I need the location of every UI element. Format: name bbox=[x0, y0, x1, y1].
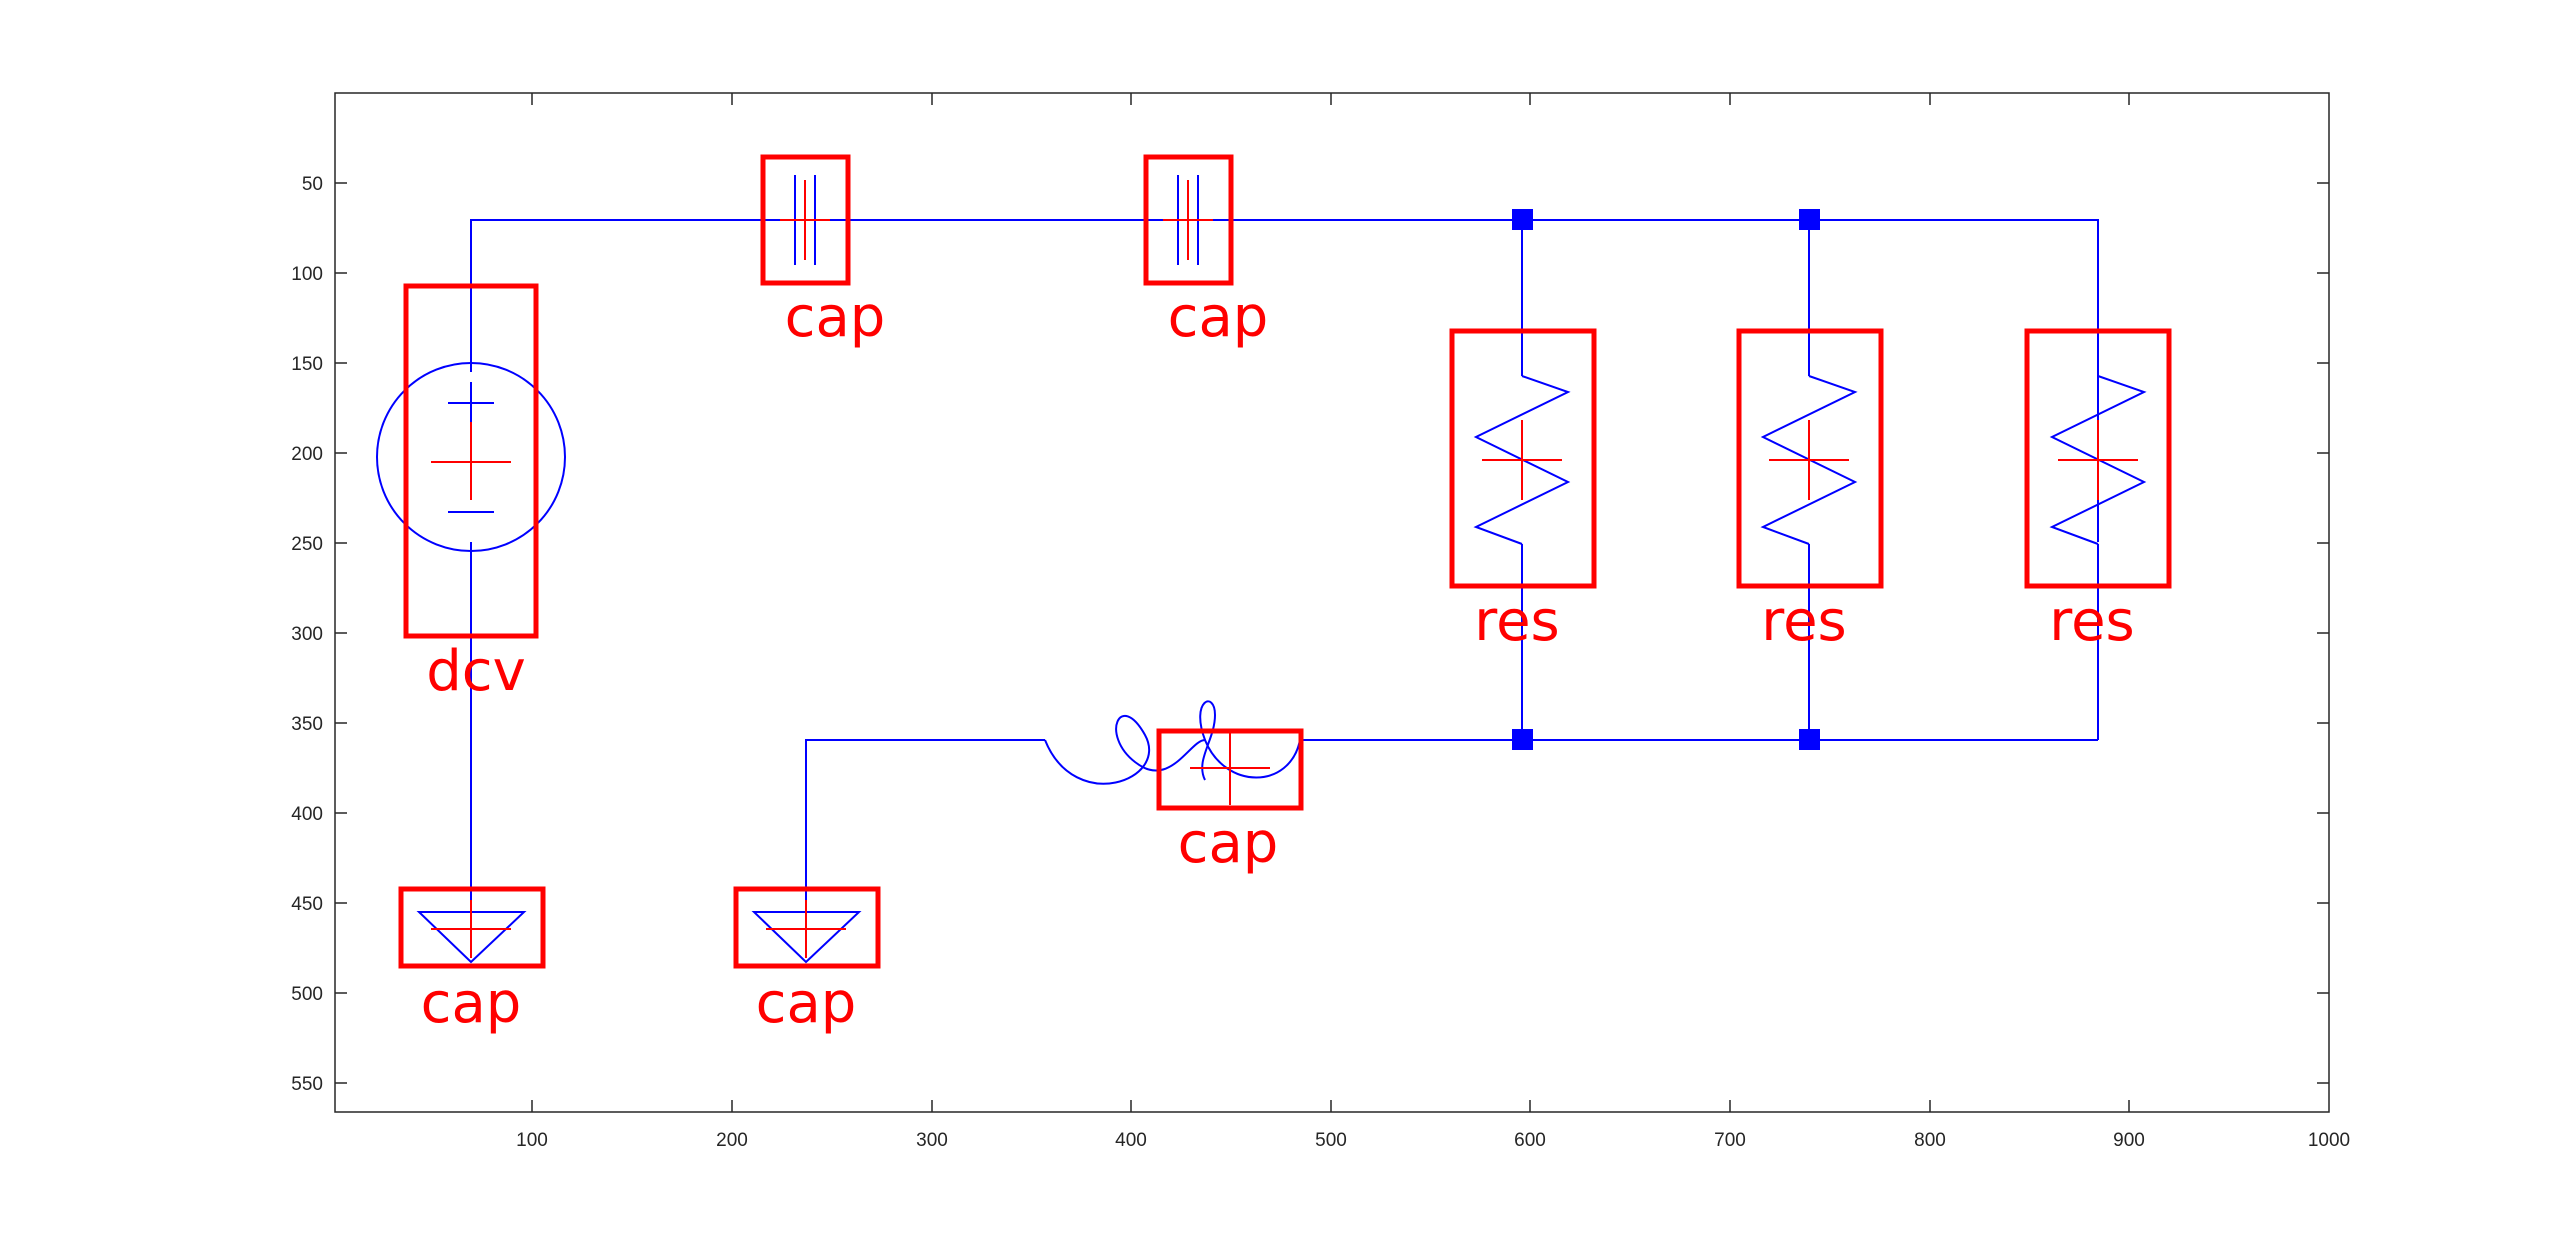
x-tick: 300 bbox=[916, 93, 948, 1151]
y-tick-label: 550 bbox=[291, 1074, 323, 1095]
component-label: cap bbox=[1178, 811, 1279, 876]
y-tick-label: 50 bbox=[302, 174, 323, 195]
resistor-3: res bbox=[2024, 328, 2172, 654]
resistor-bounding-box bbox=[2024, 328, 2172, 589]
inductor-coil-icon bbox=[1044, 714, 1301, 785]
y-tick: 300 bbox=[291, 624, 2329, 645]
junction-nodes bbox=[1512, 209, 1820, 750]
x-tick-label: 900 bbox=[2113, 1130, 2145, 1151]
inductor-loop-icon bbox=[1199, 700, 1217, 781]
top-wire bbox=[470, 219, 2099, 542]
y-tick: 150 bbox=[291, 354, 2329, 375]
x-tick-label: 400 bbox=[1115, 1130, 1147, 1151]
x-tick: 600 bbox=[1514, 93, 1546, 1151]
component-label: cap bbox=[756, 971, 857, 1036]
junction-node bbox=[1799, 729, 1820, 750]
x-tick-label: 300 bbox=[916, 1130, 948, 1151]
ground-2: cap bbox=[733, 886, 881, 1036]
x-tick: 500 bbox=[1315, 93, 1347, 1151]
ground-1: cap bbox=[398, 886, 546, 1036]
y-tick-label: 350 bbox=[291, 714, 323, 735]
component-label: cap bbox=[421, 971, 522, 1036]
y-axis-ticks: 50 100 150 200 250 300 350 400 450 500 5… bbox=[291, 174, 2329, 1095]
x-tick: 200 bbox=[716, 93, 748, 1151]
inductor-left-wire bbox=[805, 739, 1045, 912]
y-tick: 250 bbox=[291, 534, 2329, 555]
x-tick-label: 500 bbox=[1315, 1130, 1347, 1151]
dcv-circle bbox=[376, 362, 566, 552]
x-tick-label: 200 bbox=[716, 1130, 748, 1151]
capacitor-bounding-box bbox=[760, 154, 851, 286]
component-label: dcv bbox=[426, 639, 525, 704]
component-label: res bbox=[1761, 589, 1846, 654]
dc-voltage-source: dcv bbox=[376, 283, 566, 704]
y-tick: 450 bbox=[291, 894, 2329, 915]
x-tick: 800 bbox=[1914, 93, 1946, 1151]
y-tick-label: 450 bbox=[291, 894, 323, 915]
junction-node bbox=[1799, 209, 1820, 230]
capacitor-bounding-box bbox=[1143, 154, 1234, 286]
component-label: res bbox=[2049, 589, 2134, 654]
x-tick: 1000 bbox=[2308, 1130, 2350, 1151]
ground-bounding-box bbox=[733, 886, 881, 969]
x-tick: 400 bbox=[1115, 93, 1147, 1151]
y-tick-label: 200 bbox=[291, 444, 323, 465]
resistor-bounding-box bbox=[1449, 328, 1597, 589]
y-tick: 50 bbox=[302, 174, 2329, 195]
x-axis-ticks: 100 200 300 400 500 600 700 800 900 1000 bbox=[516, 93, 2350, 1151]
component-label: cap bbox=[785, 285, 886, 350]
ground-bounding-box bbox=[398, 886, 546, 969]
y-tick-label: 150 bbox=[291, 354, 323, 375]
x-tick-label: 700 bbox=[1714, 1130, 1746, 1151]
y-tick-label: 100 bbox=[291, 264, 323, 285]
junction-node bbox=[1512, 729, 1533, 750]
component-label: cap bbox=[1168, 285, 1269, 350]
inductor-bounding-box bbox=[1156, 728, 1304, 811]
x-tick-label: 100 bbox=[516, 1130, 548, 1151]
y-tick-label: 400 bbox=[291, 804, 323, 825]
x-tick-label: 800 bbox=[1914, 1130, 1946, 1151]
x-tick-label: 1000 bbox=[2308, 1130, 2350, 1151]
inductor: cap bbox=[1044, 700, 1304, 876]
junction-node bbox=[1512, 209, 1533, 230]
capacitor-1: cap bbox=[760, 154, 886, 350]
y-tick-label: 250 bbox=[291, 534, 323, 555]
y-tick: 550 bbox=[291, 1074, 2329, 1095]
resistor-bounding-box bbox=[1736, 328, 1884, 589]
resistor-2: res bbox=[1736, 328, 1884, 654]
x-tick: 700 bbox=[1714, 93, 1746, 1151]
y-tick: 200 bbox=[291, 444, 2329, 465]
axes-frame bbox=[334, 92, 2330, 1113]
capacitor-2: cap bbox=[1143, 154, 1269, 350]
dcv-bounding-box bbox=[403, 283, 539, 639]
resistor-1: res bbox=[1449, 328, 1597, 654]
x-tick: 900 bbox=[2113, 93, 2145, 1151]
x-tick: 100 bbox=[516, 93, 548, 1151]
y-tick: 400 bbox=[291, 804, 2329, 825]
y-tick: 350 bbox=[291, 714, 2329, 735]
circuit-wires bbox=[470, 219, 2099, 912]
y-tick: 100 bbox=[291, 264, 2329, 285]
component-label: res bbox=[1474, 589, 1559, 654]
y-tick-label: 500 bbox=[291, 984, 323, 1005]
x-tick-label: 600 bbox=[1514, 1130, 1546, 1151]
y-tick-label: 300 bbox=[291, 624, 323, 645]
y-tick: 500 bbox=[291, 984, 2329, 1005]
